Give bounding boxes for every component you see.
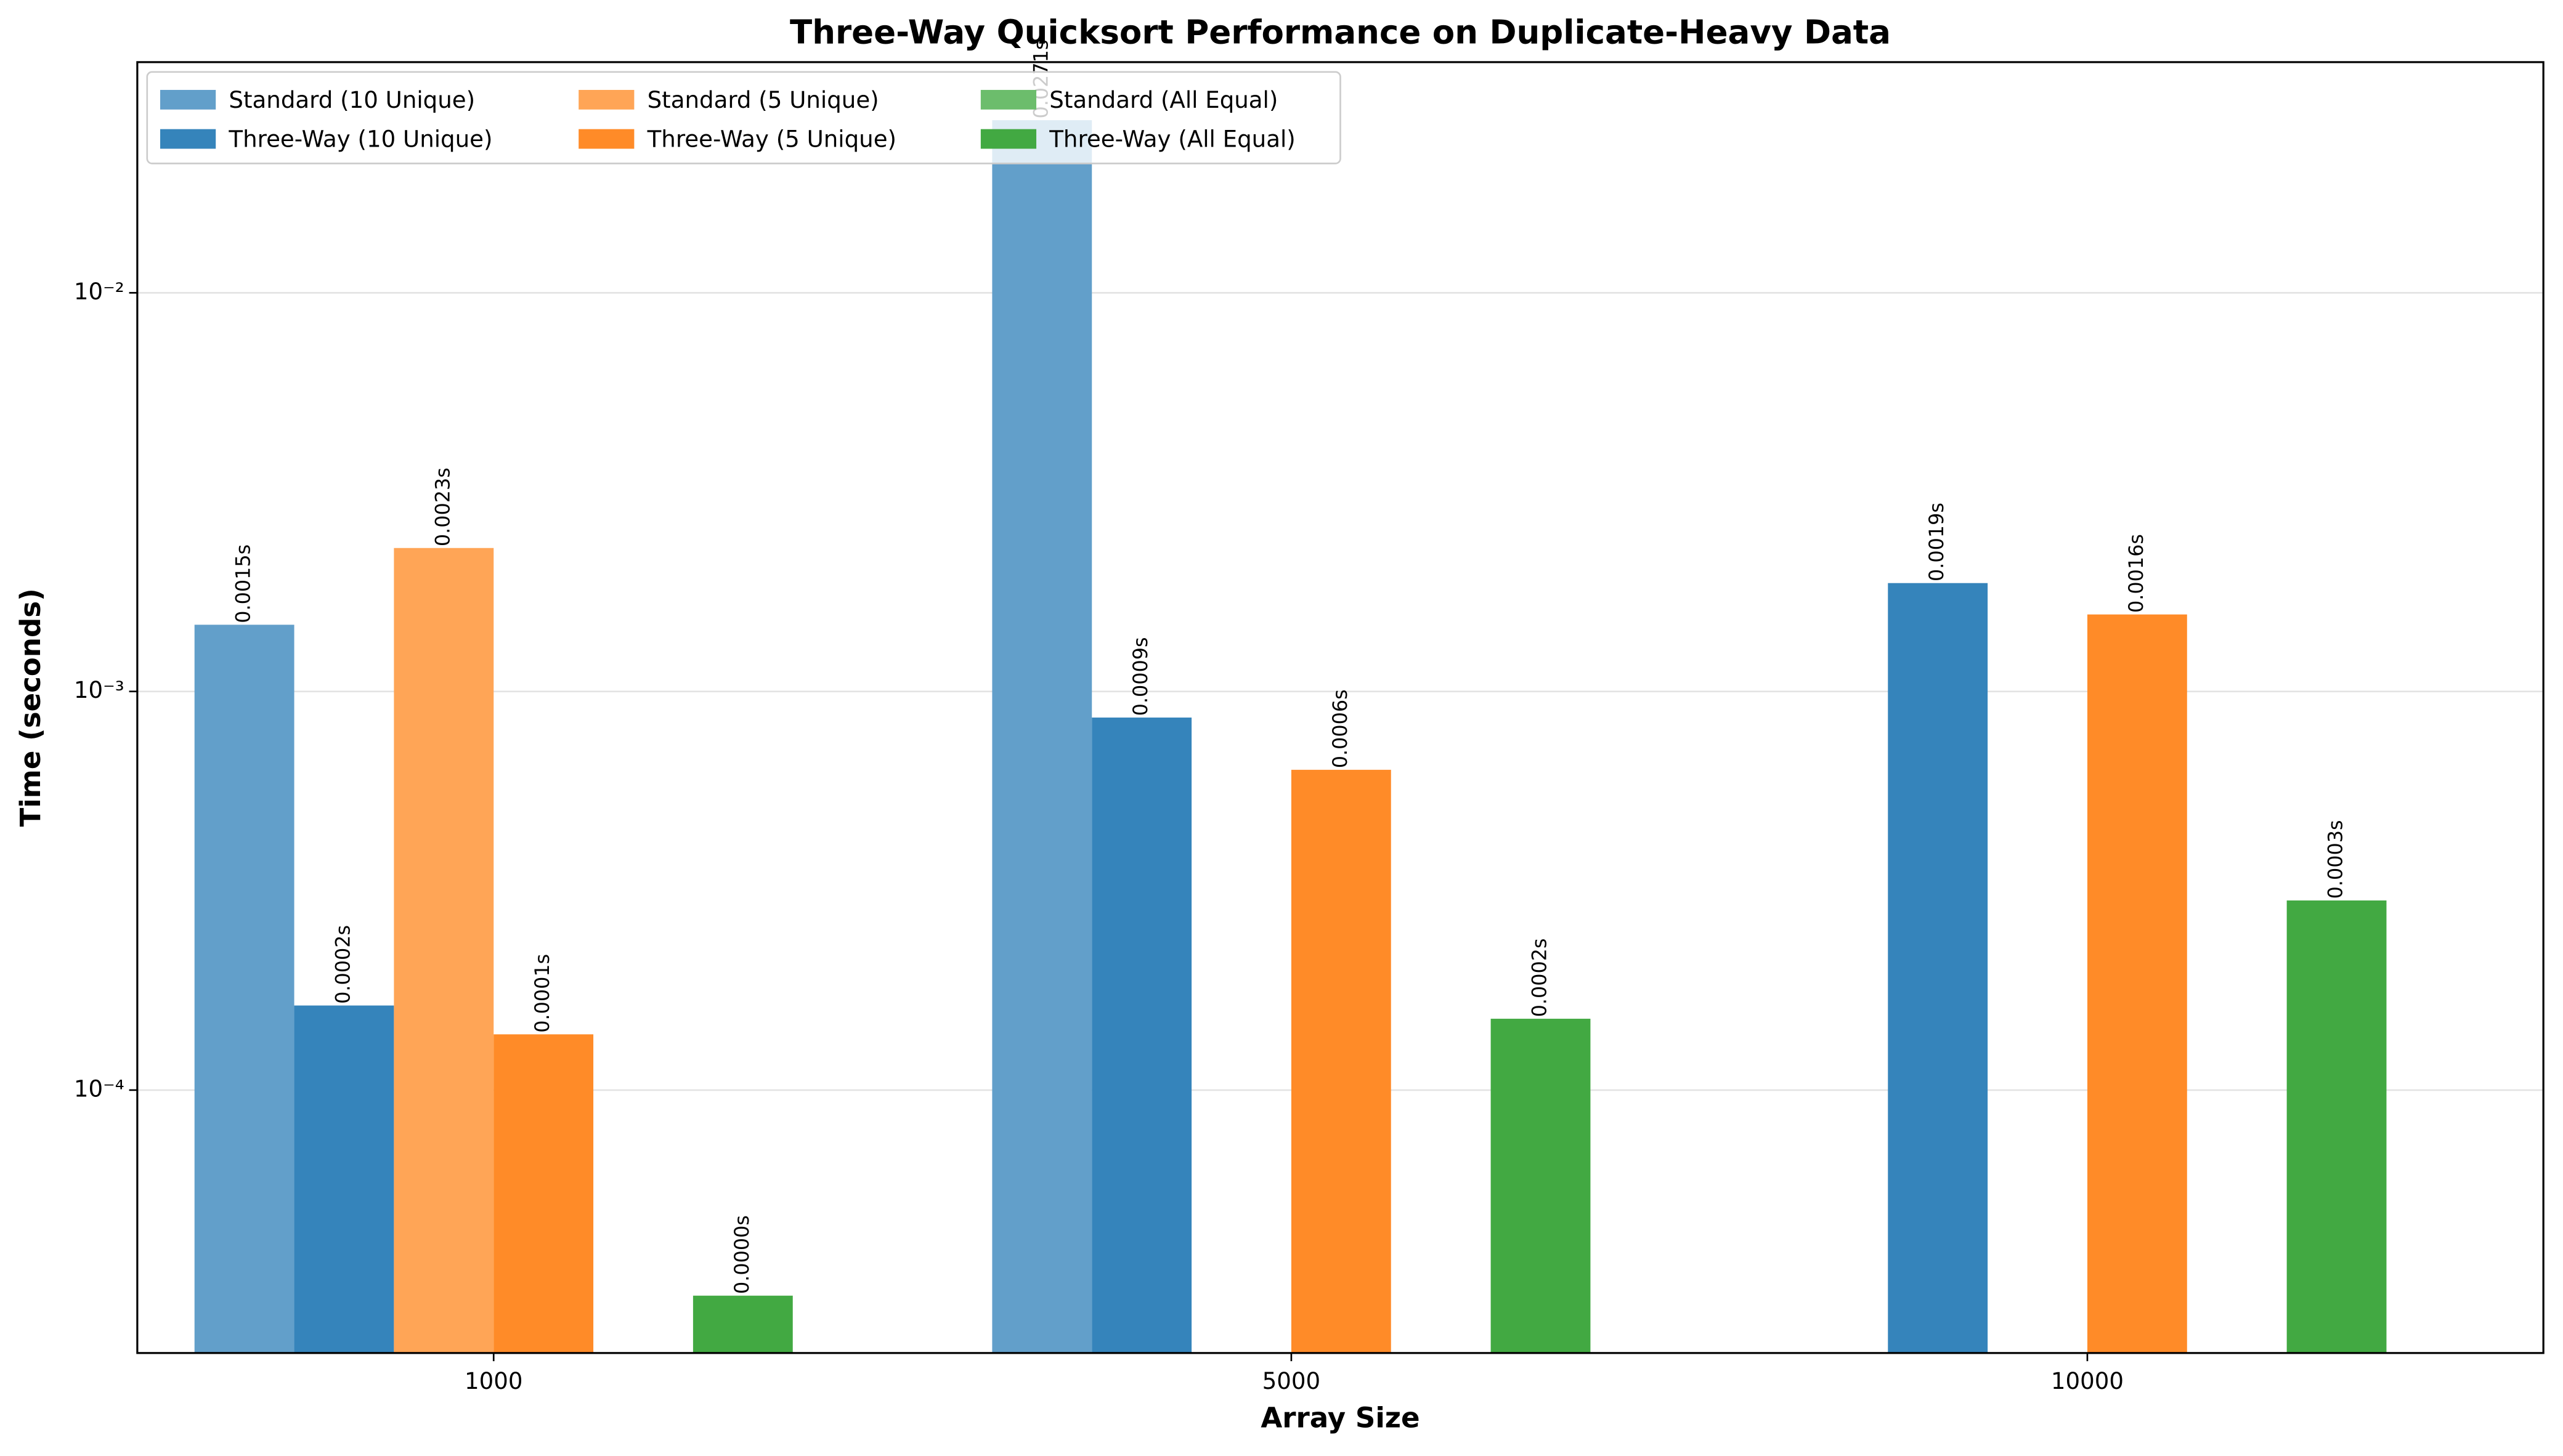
legend-swatch <box>980 129 1037 149</box>
x-tick-label: 10000 <box>2051 1368 2124 1394</box>
x-axis-label: Array Size <box>1261 1402 1420 1434</box>
legend-swatch <box>160 129 216 149</box>
value-label: 0.0016s <box>2124 534 2148 613</box>
value-label: 0.0002s <box>1528 938 1551 1017</box>
x-tick-label: 1000 <box>465 1368 522 1394</box>
legend-swatch <box>160 89 216 110</box>
value-label: 0.0009s <box>1129 637 1152 716</box>
y-tick-label: 10⁻³ <box>74 677 124 703</box>
bar <box>494 1034 594 1353</box>
bar <box>1291 769 1391 1353</box>
legend-swatch <box>579 89 635 110</box>
bar <box>992 120 1092 1353</box>
legend: Standard (10 Unique) Three-Way (10 Unique… <box>146 71 1341 164</box>
y-axis-label: Time (seconds) <box>14 588 47 827</box>
legend-label: Three-Way (All Equal) <box>1049 126 1295 153</box>
value-label: 0.0006s <box>1328 689 1352 768</box>
x-tick-label: 5000 <box>1262 1368 1320 1394</box>
legend-label: Standard (10 Unique) <box>229 87 475 113</box>
bar <box>693 1295 793 1353</box>
chart-title: Three-Way Quicksort Performance on Dupli… <box>790 13 1891 51</box>
legend-label: Standard (All Equal) <box>1049 87 1278 113</box>
bar <box>294 1005 394 1353</box>
legend-label: Three-Way (10 Unique) <box>228 126 492 153</box>
legend-frame <box>146 71 1341 164</box>
plot-frame <box>136 61 2545 1354</box>
value-label: 0.0003s <box>2324 820 2347 899</box>
value-label: 0.0000s <box>730 1215 753 1294</box>
value-label: 0.0015s <box>232 544 255 623</box>
y-tick-label: 10⁻² <box>74 278 124 305</box>
value-label: 0.0002s <box>331 925 354 1004</box>
legend-label: Standard (5 Unique) <box>648 87 879 113</box>
bar <box>2286 900 2387 1353</box>
bar <box>194 625 294 1353</box>
legend-label: Three-Way (5 Unique) <box>647 126 896 153</box>
legend-swatch <box>980 89 1037 110</box>
legend-swatch <box>579 129 635 149</box>
bar <box>1888 583 1988 1353</box>
bar <box>2087 614 2187 1353</box>
value-label: 0.0023s <box>431 467 454 546</box>
bar <box>1490 1019 1591 1353</box>
bar <box>1092 718 1192 1353</box>
y-tick-label: 10⁻⁴ <box>74 1075 124 1102</box>
bar <box>394 548 494 1353</box>
value-label: 0.0001s <box>530 954 554 1033</box>
value-label: 0.0019s <box>1925 503 1948 581</box>
